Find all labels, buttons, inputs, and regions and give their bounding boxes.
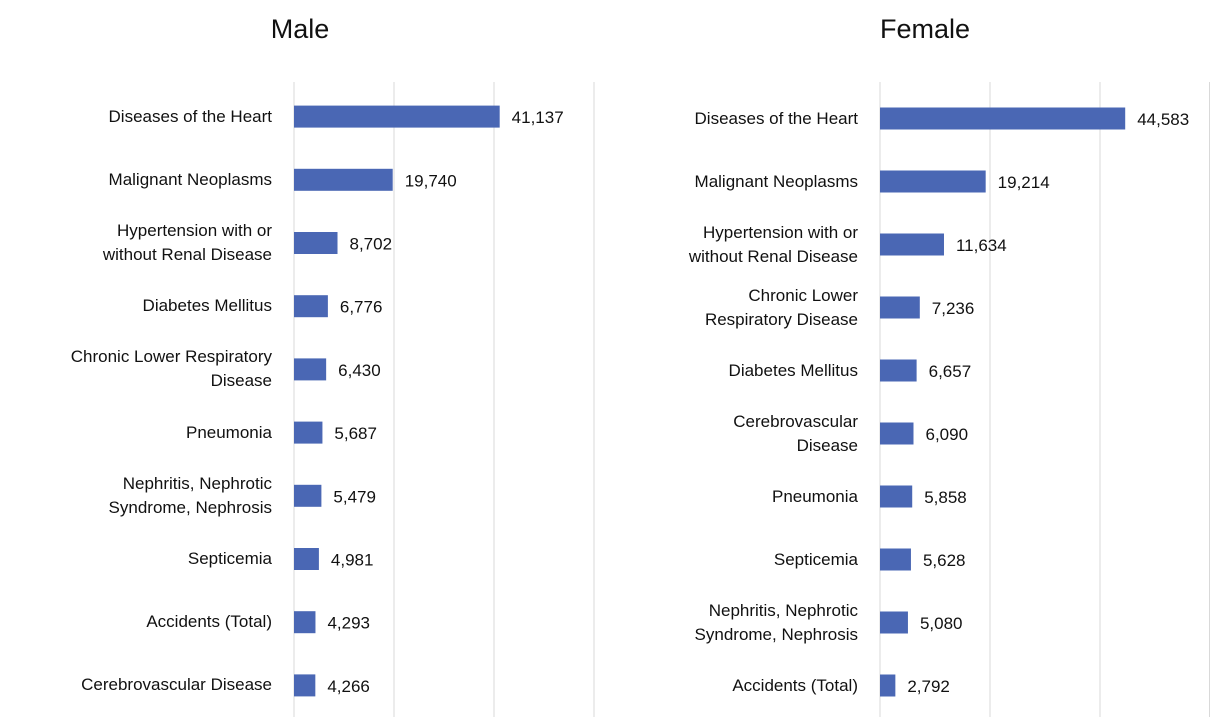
- category-label: Pneumonia: [185, 422, 272, 442]
- bar: [880, 296, 920, 319]
- bar: [294, 484, 322, 507]
- value-label: 4,293: [327, 614, 370, 633]
- value-label: 8,702: [350, 234, 393, 253]
- value-label: 4,266: [327, 677, 370, 696]
- bar: [294, 611, 316, 634]
- category-label: Nephritis, Nephrotic Syndrome, Nephrosis: [108, 473, 272, 517]
- value-label: 4,981: [331, 550, 374, 569]
- bar: [880, 611, 908, 634]
- value-label: 19,214: [998, 173, 1050, 192]
- bar: [880, 674, 896, 697]
- bar: [880, 485, 913, 508]
- category-label: Malignant Neoplasms: [108, 169, 272, 189]
- value-label: 6,090: [925, 425, 968, 444]
- bar: [880, 359, 917, 382]
- bar: [294, 674, 316, 697]
- category-label: Diseases of the Heart: [108, 106, 272, 126]
- value-label: 6,657: [929, 362, 972, 381]
- value-label: 2,792: [907, 677, 950, 696]
- bar: [294, 421, 323, 444]
- bar: [294, 168, 393, 191]
- bar: [880, 170, 986, 193]
- category-label: Accidents (Total): [732, 675, 858, 695]
- chart-title: Female: [879, 14, 971, 44]
- bar: [294, 548, 319, 570]
- category-label: Septicemia: [773, 549, 858, 569]
- value-label: 5,479: [333, 487, 376, 506]
- category-label: Cerebrovascular Disease: [733, 411, 858, 455]
- value-label: 5,687: [334, 424, 377, 443]
- category-label: Pneumonia: [771, 486, 858, 506]
- bar: [880, 548, 911, 571]
- bar: [294, 232, 338, 254]
- bar: [294, 105, 500, 128]
- category-label: Diabetes Mellitus: [728, 360, 858, 380]
- bar: [880, 422, 914, 445]
- category-label: Malignant Neoplasms: [694, 171, 858, 191]
- category-label: Hypertension with or without Renal Disea…: [688, 222, 858, 266]
- bar: [880, 107, 1126, 130]
- chart-title: Male: [270, 14, 330, 44]
- value-label: 7,236: [932, 299, 975, 318]
- bar: [880, 233, 944, 256]
- value-label: 41,137: [512, 108, 564, 127]
- category-label: Chronic Lower Respiratory Disease: [704, 285, 858, 329]
- category-label: Chronic Lower Respiratory Disease: [70, 347, 272, 391]
- value-label: 5,628: [923, 551, 966, 570]
- bar: [294, 358, 327, 381]
- category-label: Diseases of the Heart: [694, 108, 858, 128]
- category-label: Accidents (Total): [146, 612, 272, 632]
- category-label: Hypertension with or without Renal Disea…: [102, 221, 272, 264]
- value-label: 19,740: [405, 171, 457, 190]
- category-label: Nephritis, Nephrotic Syndrome, Nephrosis: [694, 600, 858, 644]
- value-label: 6,776: [340, 298, 383, 317]
- category-label: Cerebrovascular Disease: [81, 675, 272, 695]
- category-label: Septicemia: [187, 549, 272, 568]
- value-label: 11,634: [956, 236, 1007, 255]
- value-label: 5,080: [920, 614, 963, 633]
- value-label: 6,430: [338, 361, 381, 380]
- bar: [294, 295, 328, 318]
- value-label: 5,858: [924, 488, 967, 507]
- category-label: Diabetes Mellitus: [142, 296, 272, 316]
- value-label: 44,583: [1137, 110, 1189, 129]
